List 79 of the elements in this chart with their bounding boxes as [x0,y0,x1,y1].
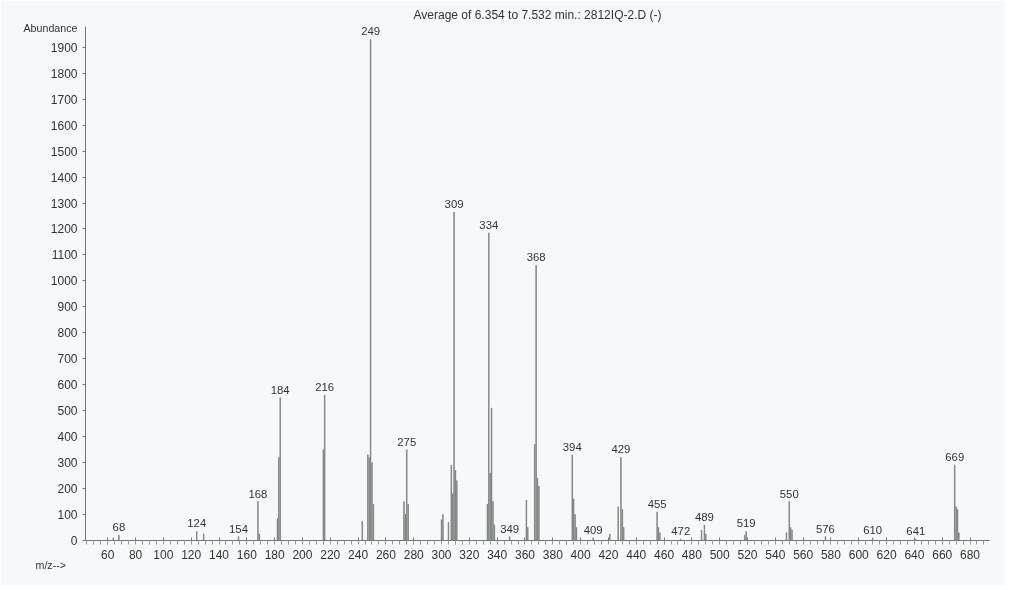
x-tick-label: 320 [459,547,480,562]
x-tick-label: 500 [709,547,731,562]
x-tick-label: 240 [348,547,369,562]
y-tick-label: 600 [57,378,78,393]
x-tick-label: 100 [153,547,174,562]
x-tick-label: 480 [681,547,703,562]
x-tick-label: 540 [765,547,786,562]
y-tick-label: 1900 [50,40,78,55]
x-tick-label: 660 [932,547,953,562]
x-tick-label: 120 [181,547,202,562]
x-tick-label: 160 [236,547,258,562]
x-tick-label: 440 [626,547,647,562]
x-tick-label: 460 [654,547,675,562]
annotation: 409 [583,523,603,536]
y-tick-label: 800 [57,326,78,341]
y-tick-label: 900 [57,300,78,315]
x-tick-label: 300 [431,547,452,562]
annotation: 249 [361,25,381,38]
x-tick-label: 80 [128,547,143,562]
annotation: 154 [229,522,248,535]
y-tick-label: 1500 [50,144,78,159]
chart-title: Average of 6.354 to 7.532 min.: 2812IQ-2.D (-) [413,7,662,22]
annotation: 68 [112,521,126,534]
y-tick-label: 1800 [50,66,78,81]
annotation: 519 [736,517,756,530]
x-axis-title: m/z--> [35,558,66,571]
annotation: 275 [397,435,417,448]
y-tick-label: 1200 [50,222,78,237]
x-tick-label: 280 [403,547,425,562]
y-tick-label: 1400 [50,170,78,185]
x-tick-label: 340 [487,547,508,562]
y-tick-label: 1000 [50,274,78,289]
x-tick-label: 60 [101,547,115,562]
x-tick-label: 220 [320,547,341,562]
x-tick-label: 600 [848,547,870,562]
annotation: 641 [906,525,926,538]
y-tick-label: 200 [57,482,78,497]
annotation: 429 [611,443,631,456]
y-tick-label: 1300 [50,196,78,211]
annotation: 184 [270,383,290,396]
annotation: 550 [779,487,799,500]
x-tick-label: 640 [904,547,925,562]
x-tick-label: 560 [793,547,814,562]
annotation: 334 [479,218,499,231]
x-tick-label: 520 [737,547,758,562]
x-tick-label: 380 [542,547,564,562]
y-tick-label: 500 [57,404,78,419]
annotation: 455 [647,497,667,510]
annotation: 472 [671,525,691,538]
annotation: 349 [500,522,520,535]
x-tick-label: 180 [264,547,285,562]
annotation: 489 [694,510,714,523]
x-tick-label: 400 [570,547,591,562]
annotation: 124 [187,517,207,530]
annotation: 168 [248,487,268,500]
x-tick-label: 420 [598,547,619,562]
annotation: 368 [526,251,546,264]
y-tick-label: 1100 [51,248,78,263]
annotation: 610 [863,523,883,536]
x-tick-label: 260 [375,547,397,562]
x-tick-label: 140 [209,547,230,562]
x-tick-label: 360 [514,547,536,562]
x-tick-label: 200 [292,547,313,562]
y-axis-title: Abundance [23,21,78,34]
y-tick-label: 400 [57,430,78,445]
x-tick-label: 580 [820,547,842,562]
annotation: 309 [444,198,464,211]
annotation: 394 [562,440,582,453]
annotation: 576 [815,522,835,535]
y-tick-label: 1700 [50,92,78,107]
x-tick-label: 680 [960,547,981,562]
y-tick-label: 1600 [50,118,78,133]
y-tick-label: 0 [70,534,78,548]
y-tick-label: 300 [57,456,78,471]
annotation: 216 [315,381,335,394]
annotation: 669 [945,451,965,464]
y-tick-label: 700 [57,352,78,367]
x-tick-label: 620 [876,547,897,562]
y-tick-label: 100 [57,508,78,523]
